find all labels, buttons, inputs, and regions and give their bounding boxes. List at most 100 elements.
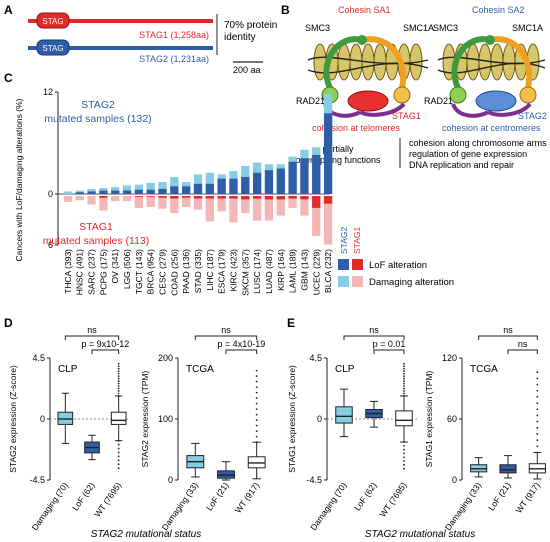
box-category-label: WT (7695) xyxy=(92,480,123,519)
box-title: TCGA xyxy=(470,364,498,375)
bar-stag1-lof xyxy=(205,196,214,199)
box-outlier xyxy=(403,441,405,443)
panel-c-category-label: LUSC (174) xyxy=(252,249,262,294)
panel-c-stag1-title: STAG1 xyxy=(79,221,113,233)
sig-bracket-inner xyxy=(507,349,538,354)
legend-lof-label: LoF alteration xyxy=(369,260,427,271)
bar-stag2-lof xyxy=(170,186,179,194)
box-outlier xyxy=(403,456,405,459)
sa2-stag2-subunit xyxy=(475,90,517,112)
box-outlier xyxy=(403,452,405,455)
bar-stag2-lof xyxy=(300,158,309,194)
box-outlier xyxy=(403,444,405,447)
sa1-smc3-arm xyxy=(323,36,365,91)
box-category-label: Damaging (33) xyxy=(443,480,484,532)
sa2-rad21-label: RAD21 xyxy=(424,96,453,106)
legend-stag1-header: STAG1 xyxy=(352,226,362,254)
panel-c-legend: STAG2 STAG1 LoF alteration Damaging alte… xyxy=(338,226,454,288)
legend-lof-stag1-swatch xyxy=(352,259,363,270)
bar-stag2-damaging xyxy=(122,185,132,194)
box-category-label: LoF (62) xyxy=(70,480,97,512)
box-outlier xyxy=(536,408,539,411)
panel-c-category-label: KIRC (423) xyxy=(228,249,238,292)
box-outlier xyxy=(536,451,539,454)
bar-stag2-damaging xyxy=(158,182,167,194)
sig-label-inner: p = 9x10-12 xyxy=(81,339,129,349)
bar-stag1-damaging xyxy=(111,196,120,202)
bar-stag1-damaging xyxy=(146,196,155,208)
bar-stag1-damaging xyxy=(205,196,214,222)
sig-bracket-outer xyxy=(64,335,120,340)
box-outlier xyxy=(255,413,258,416)
box-title: CLP xyxy=(58,364,78,375)
box-category-label: WT (917) xyxy=(233,480,262,515)
sig-bracket-inner xyxy=(91,349,120,354)
box-outlier xyxy=(403,467,405,470)
box-category-label: WT (917) xyxy=(514,480,543,515)
sa2-smc3-label: SMC3 xyxy=(433,23,458,33)
panel-c-ytick-label: 0 xyxy=(48,189,53,199)
box-ylabel: STAG1 expression (Z-score) xyxy=(287,365,297,473)
panel-c-category-label: HNSC (491) xyxy=(75,249,85,295)
bar-stag2-lof xyxy=(193,183,203,194)
box-ylabel: STAG2 expression (TPM) xyxy=(140,370,150,467)
sa2-stag2-label: STAG2 xyxy=(518,111,547,121)
panel-c-category-label: STAD (335) xyxy=(193,249,203,293)
box-category-label: LoF (21) xyxy=(204,480,231,512)
box-ytick-label: 200 xyxy=(158,353,173,363)
box-outlier xyxy=(255,419,258,422)
sa2-function-1: cohesion along chromosome arms xyxy=(409,138,547,148)
cohesin-sa2-diagram: SMC3 SMC1A RAD21 STAG2 cohesion at centr… xyxy=(424,23,547,133)
sa2-function-label: cohesion at centromeres xyxy=(442,123,541,133)
panel-d-e-box-plots: 4.5 0 -4.5 STAG2 expression (Z-score) CLP Dam… xyxy=(8,325,546,532)
cohesin-sa2-title: Cohesin SA2 xyxy=(472,5,525,15)
box-outlier xyxy=(403,448,405,451)
box-category-label: Damaging (70) xyxy=(308,480,349,532)
box-outlier xyxy=(536,383,539,386)
bar-stag1-damaging xyxy=(217,196,226,212)
box-outlier xyxy=(117,382,120,385)
sig-label-outer: ns xyxy=(87,325,97,335)
sig-label-outer: ns xyxy=(503,325,513,335)
box-outlier xyxy=(536,433,539,435)
box-outlier xyxy=(255,430,258,433)
box-outlier xyxy=(117,387,120,390)
box-ytick-label: 0 xyxy=(452,475,457,485)
box-ytick-label: 100 xyxy=(158,414,173,424)
bar-stag1-lof xyxy=(264,196,274,200)
bar-stag2-lof xyxy=(252,172,262,194)
bar-stag2-damaging xyxy=(170,177,179,194)
bar-stag1-damaging xyxy=(288,196,297,208)
identity-label-1: 70% protein xyxy=(224,20,277,31)
stag1-domain xyxy=(36,12,70,29)
box-outlier xyxy=(117,377,120,380)
box-outlier xyxy=(117,392,120,395)
box-outlier xyxy=(403,362,405,365)
panel-c-category-label: KIRP (164) xyxy=(276,249,286,291)
sa1-hinge xyxy=(357,35,367,45)
panel-c-stag2-title: STAG2 xyxy=(81,99,115,111)
box-outlier xyxy=(117,365,120,368)
legend-dmg-stag2-swatch xyxy=(338,276,349,287)
box-outlier xyxy=(403,463,405,466)
box-outlier xyxy=(536,371,539,374)
box-outlier xyxy=(403,367,405,370)
box-outlier xyxy=(403,387,405,390)
panel-c-category-label: GBM (143) xyxy=(299,249,309,291)
box-outlier xyxy=(117,447,120,450)
bar-stag1-damaging xyxy=(193,196,203,210)
panel-c-category-label: SARC (237) xyxy=(87,249,97,295)
panel-label-c: C xyxy=(4,71,13,85)
sa1-smc3-label: SMC3 xyxy=(305,23,330,33)
bar-stag1-lof xyxy=(134,196,144,197)
bar-stag2-lof xyxy=(312,154,321,194)
panel-e-xlabel: STAG2 mutational status xyxy=(365,529,475,540)
box-outlier xyxy=(255,397,258,400)
box-outlier xyxy=(117,463,120,466)
bar-stag2-lof xyxy=(182,186,191,194)
bar-stag2-lof xyxy=(158,188,167,194)
box-outlier xyxy=(255,424,258,427)
panel-c-category-label: BLCA (232) xyxy=(323,249,333,293)
bar-stag2-lof xyxy=(87,191,96,194)
bar-stag1-lof xyxy=(300,196,309,200)
